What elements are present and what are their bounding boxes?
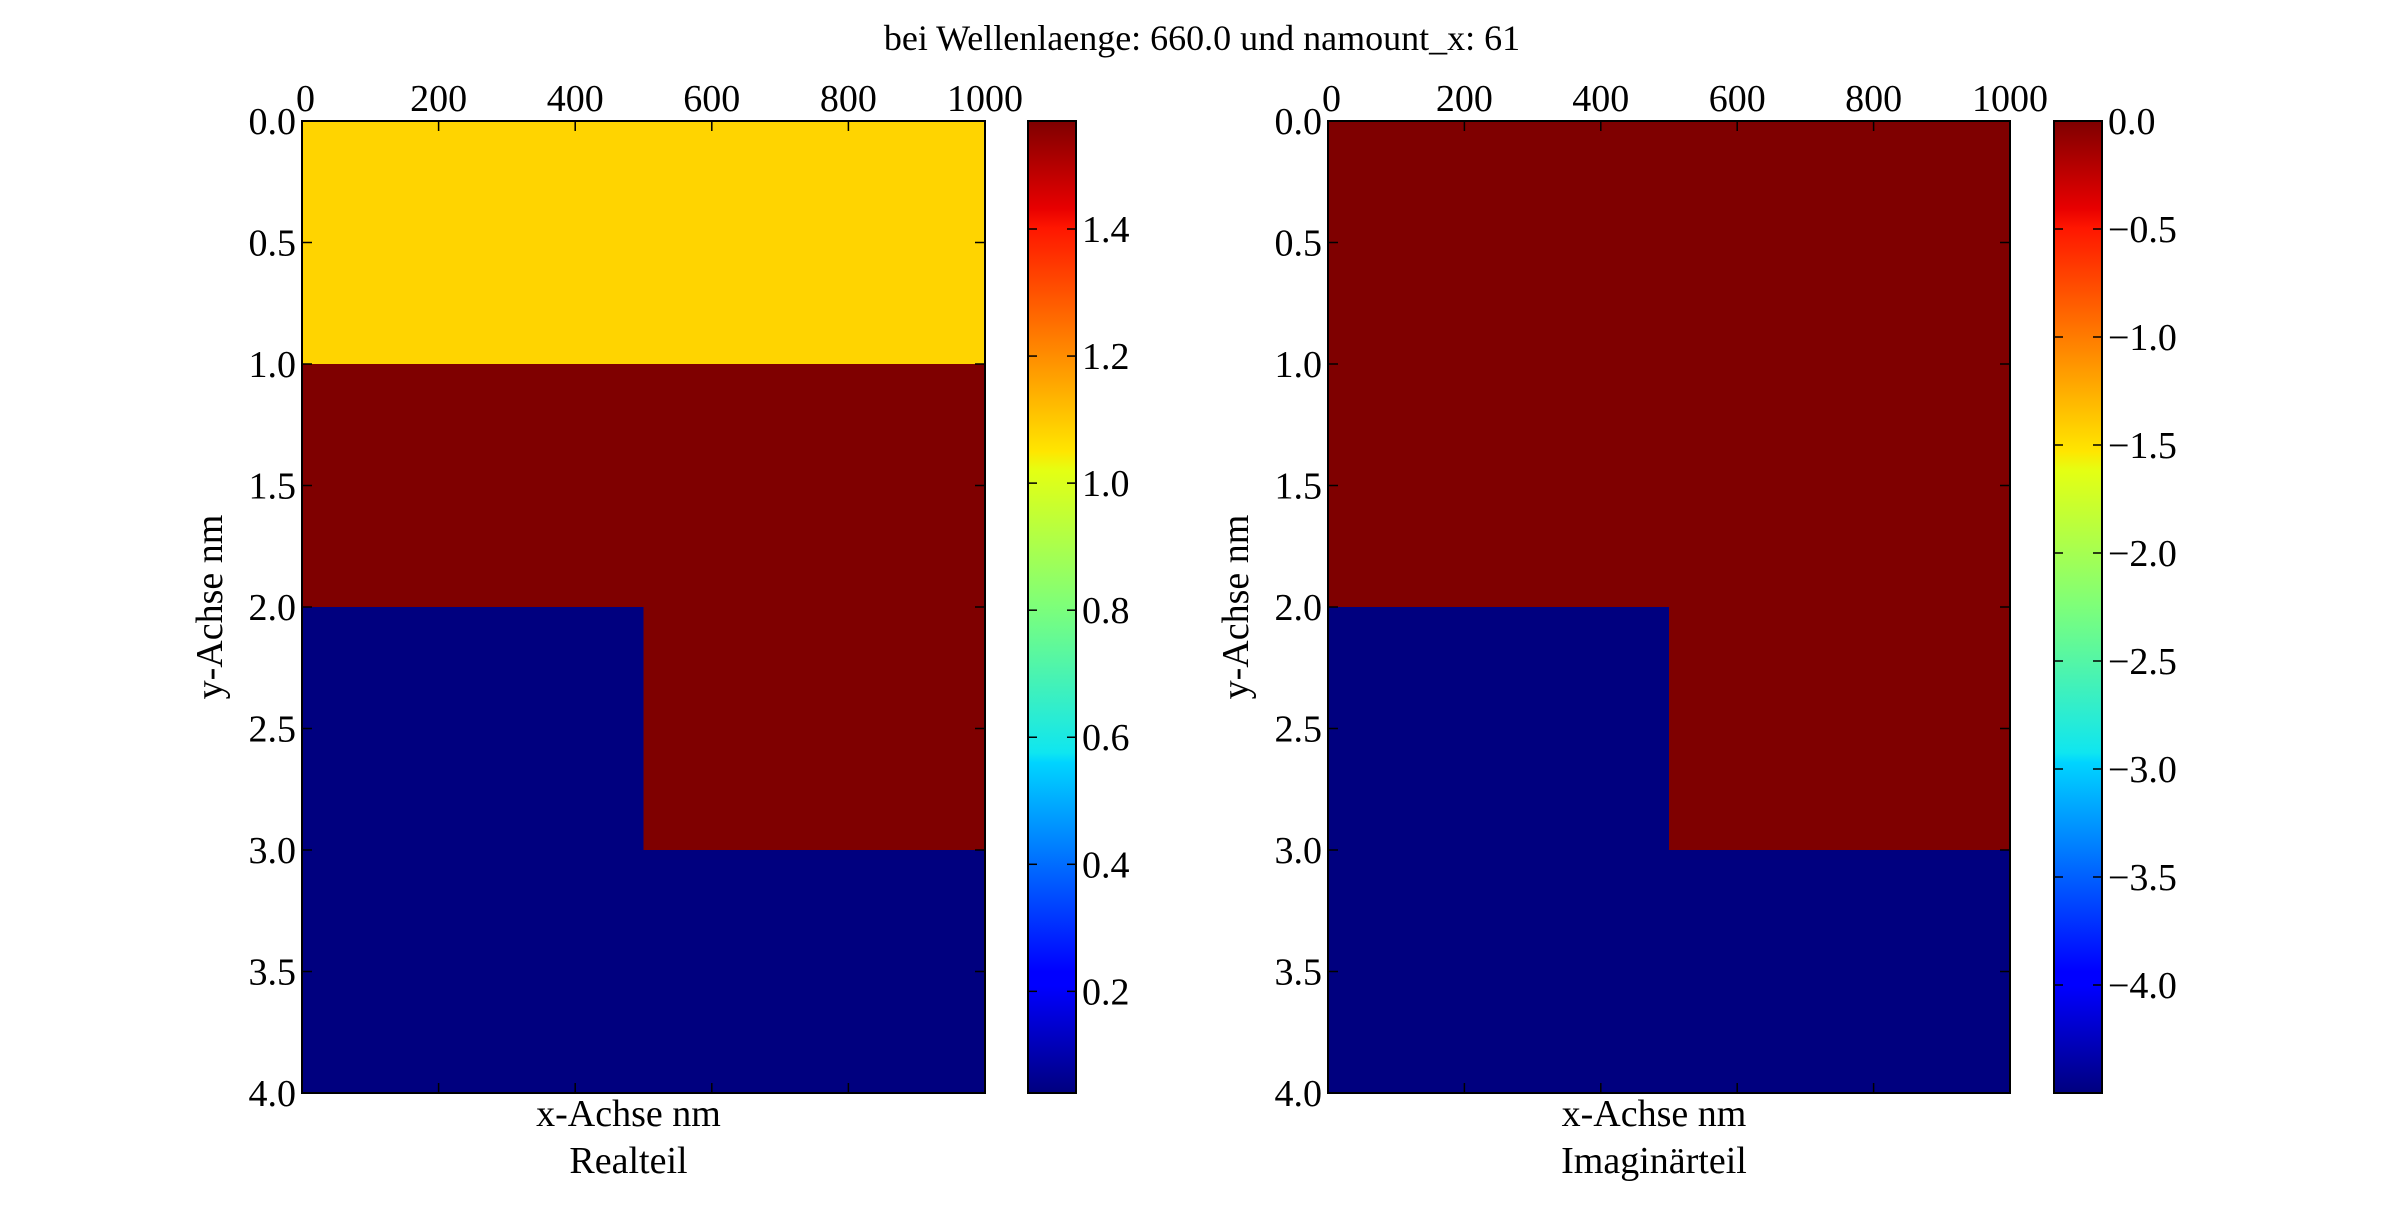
- x-tick-label: 0: [296, 78, 315, 120]
- colorbar: [1027, 120, 1077, 1094]
- colorbar-tick-label: −3.5: [2108, 857, 2177, 899]
- y-tick-label: 0.0: [1275, 101, 1323, 143]
- heatmap-cell: [1669, 607, 2010, 850]
- y-tick-label: 2.5: [1275, 709, 1323, 751]
- colorbar-tick-label: 0.6: [1082, 717, 1130, 759]
- colorbar-tick-label: 0.4: [1082, 844, 1130, 886]
- y-tick-label: 0.5: [1275, 223, 1323, 265]
- colorbar-tick-label: −2.0: [2108, 533, 2177, 575]
- colorbar-tick-label: 0.0: [2108, 101, 2156, 143]
- x-tick-label: 800: [1845, 78, 1902, 120]
- colorbar-tick-label: 1.2: [1082, 336, 1130, 378]
- colorbar-tick-label: 1.0: [1082, 463, 1130, 505]
- x-tick-label: 400: [547, 78, 604, 120]
- colorbar-tick-label: −0.5: [2108, 209, 2177, 251]
- subplot-title: Imaginärteil: [1561, 1140, 1747, 1182]
- y-tick-label: 2.0: [249, 587, 297, 629]
- colorbar-tick-label: −1.0: [2108, 317, 2177, 359]
- colorbar-tick-label: −1.5: [2108, 425, 2177, 467]
- x-tick-label: 800: [820, 78, 877, 120]
- x-tick-label: 400: [1572, 78, 1629, 120]
- subplot-title: Realteil: [569, 1140, 687, 1182]
- figure-title: bei Wellenlaenge: 660.0 und namount_x: 6…: [884, 18, 1520, 58]
- colorbar-tick-label: 0.2: [1082, 971, 1130, 1013]
- heatmap-cell: [643, 607, 985, 850]
- x-tick-label: 200: [1436, 78, 1493, 120]
- heatmap-cell: [1328, 850, 2010, 1093]
- y-tick-label: 1.5: [249, 466, 297, 508]
- y-tick-label: 4.0: [1275, 1073, 1323, 1115]
- x-axis-label: x-Achse nm: [536, 1093, 721, 1135]
- heatmap-panel-imaginaerteil: 0 200 400 600 800 1000 0.0 0.5 1.0 1.5 2.0 2.5 3.0 3.…: [1215, 78, 2177, 1182]
- y-axis-label: y-Achse nm: [189, 515, 231, 700]
- y-tick-label: 0.0: [249, 101, 297, 143]
- x-tick-label: 0: [1322, 78, 1341, 120]
- heatmap-cell: [302, 121, 985, 364]
- y-tick-label: 1.0: [1275, 344, 1323, 386]
- colorbar-tick-label: −4.0: [2108, 965, 2177, 1007]
- x-tick-label: 1000: [947, 78, 1023, 120]
- colorbar: [2053, 120, 2103, 1094]
- y-tick-label: 3.5: [1275, 952, 1323, 994]
- y-tick-label: 3.0: [249, 830, 297, 872]
- y-tick-label: 1.0: [249, 344, 297, 386]
- colorbar-tick-label: −2.5: [2108, 641, 2177, 683]
- y-tick-label: 3.0: [1275, 830, 1323, 872]
- colorbar-tick-label: 1.4: [1082, 209, 1130, 251]
- y-tick-label: 3.5: [249, 952, 297, 994]
- x-axis-label: x-Achse nm: [1562, 1093, 1747, 1135]
- y-tick-label: 1.5: [1275, 466, 1323, 508]
- heatmap-panel-realteil: 0 200 400 600 800 1000 0.0 0.5 1.0 1.5 2.0 2.5 3.0 3.…: [189, 78, 1130, 1182]
- colorbar-tick-label: 0.8: [1082, 590, 1130, 632]
- heatmap-cell: [302, 850, 985, 1093]
- y-tick-label: 2.0: [1275, 587, 1323, 629]
- x-tick-label: 200: [410, 78, 467, 120]
- x-tick-label: 600: [1709, 78, 1766, 120]
- y-tick-label: 0.5: [249, 223, 297, 265]
- heatmap-cell: [1328, 121, 2010, 607]
- y-axis-label: y-Achse nm: [1215, 515, 1257, 700]
- y-tick-label: 2.5: [249, 709, 297, 751]
- heatmap-cell: [1328, 607, 1669, 850]
- y-tick-label: 4.0: [249, 1073, 297, 1115]
- colorbar-tick-label: −3.0: [2108, 749, 2177, 791]
- heatmap-cell: [302, 607, 644, 850]
- x-tick-label: 1000: [1972, 78, 2048, 120]
- heatmap-cell: [302, 364, 985, 607]
- x-tick-label: 600: [683, 78, 740, 120]
